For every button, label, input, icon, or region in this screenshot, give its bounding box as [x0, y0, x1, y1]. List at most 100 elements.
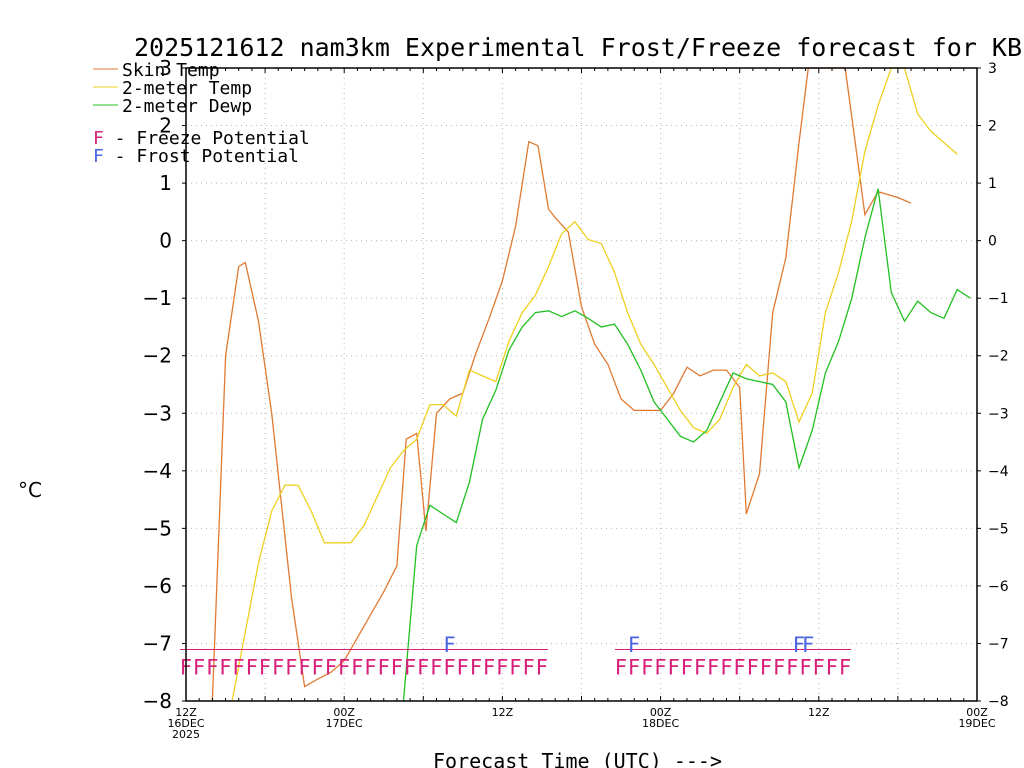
freeze-mark: F — [206, 655, 218, 679]
x-tick-label: 12Z — [175, 706, 197, 719]
x-tick-label: 16DEC — [167, 717, 204, 730]
freeze-mark: F — [523, 655, 535, 679]
frost-mark: F — [802, 633, 814, 657]
freeze-mark: F — [285, 655, 297, 679]
series-line-2-meter-temp — [231, 67, 958, 702]
y-axis-label: °C — [18, 478, 42, 502]
y-tick-label-right: −6 — [988, 579, 1009, 595]
frost-mark: F — [628, 633, 640, 657]
y-tick-label-left: 3 — [159, 56, 172, 80]
x-tick-label: 19DEC — [958, 717, 995, 730]
freeze-mark: F — [681, 655, 693, 679]
freeze-mark: F — [628, 655, 640, 679]
freeze-mark: F — [299, 655, 311, 679]
freeze-mark: F — [365, 655, 377, 679]
freeze-mark: F — [813, 655, 825, 679]
freeze-mark: F — [615, 655, 627, 679]
freeze-mark: F — [193, 655, 205, 679]
x-tick-label: 2025 — [172, 728, 200, 741]
freeze-mark: F — [773, 655, 785, 679]
x-tick-label: 12Z — [492, 706, 514, 719]
freeze-mark: F — [496, 655, 508, 679]
legend: Skin Temp 2-meter Temp 2-meter Dewp F - … — [93, 60, 310, 167]
legend-label-2m-temp: 2-meter Temp — [122, 78, 252, 99]
freeze-mark: F — [457, 655, 469, 679]
y-tick-label-left: 1 — [159, 171, 172, 195]
freeze-mark: F — [800, 655, 812, 679]
freeze-mark: F — [444, 655, 456, 679]
y-tick-label-left: 0 — [159, 229, 172, 253]
plot-frame — [185, 67, 978, 702]
freeze-mark: F — [839, 655, 851, 679]
x-tick-label: 17DEC — [326, 717, 363, 730]
freeze-mark: F — [760, 655, 772, 679]
x-tick-label: 00Z — [650, 706, 672, 719]
legend-freeze-letter: F — [93, 128, 104, 149]
freeze-mark: F — [707, 655, 719, 679]
freeze-mark: F — [641, 655, 653, 679]
y-tick-label-right: −3 — [988, 406, 1009, 422]
frost-mark: F — [793, 633, 805, 657]
axes: 3 3 2 2 1 1 0 0 −1 −1 −2 −2 −3 −3 −4 −4 −5 −5 −6 −6 −7 −7 −8 −8… — [143, 56, 1009, 741]
freeze-mark: F — [483, 655, 495, 679]
series-group — [211, 67, 971, 702]
x-tick-label: 00Z — [333, 706, 355, 719]
x-tick-label: 12Z — [808, 706, 830, 719]
freeze-mark: F — [510, 655, 522, 679]
freeze-mark: F — [312, 655, 324, 679]
freeze-mark: F — [470, 655, 482, 679]
legend-frost: F - Frost Potential — [93, 146, 299, 167]
y-tick-label-right: −4 — [988, 464, 1009, 480]
freeze-mark: F — [536, 655, 548, 679]
freeze-mark: F — [246, 655, 258, 679]
y-tick-label-right: −1 — [988, 291, 1009, 307]
freeze-mark: F — [826, 655, 838, 679]
freeze-mark: F — [351, 655, 363, 679]
x-tick-label: 18DEC — [642, 717, 679, 730]
legend-freeze: F - Freeze Potential — [93, 128, 310, 149]
freeze-mark: F — [325, 655, 337, 679]
y-tick-label-right: 1 — [988, 176, 997, 192]
y-tick-label-left: −6 — [143, 574, 172, 598]
y-tick-label-left: −3 — [143, 401, 172, 425]
y-tick-label-left: −5 — [143, 516, 172, 540]
freeze-mark: F — [272, 655, 284, 679]
freeze-mark: F — [668, 655, 680, 679]
freeze-mark: F — [417, 655, 429, 679]
legend-frost-letter: F — [93, 146, 104, 167]
series-line-2-meter-dewp — [402, 188, 971, 702]
grid — [186, 68, 977, 701]
legend-freeze-text: - Freeze Potential — [104, 128, 310, 149]
frost-mark: F — [444, 633, 456, 657]
legend-label-skin-temp: Skin Temp — [122, 60, 220, 81]
y-tick-label-right: −2 — [988, 349, 1009, 365]
freeze-mark: F — [233, 655, 245, 679]
freeze-mark: F — [734, 655, 746, 679]
y-tick-label-left: −1 — [143, 286, 172, 310]
freeze-mark: F — [404, 655, 416, 679]
y-tick-label-right: 0 — [988, 234, 997, 250]
freeze-mark: F — [338, 655, 350, 679]
chart-title: 2025121612 nam3km Experimental Frost/Fre… — [134, 33, 1024, 62]
freeze-mark: F — [259, 655, 271, 679]
freeze-mark: F — [391, 655, 403, 679]
y-tick-label-left: −2 — [143, 344, 172, 368]
y-tick-label-right: −7 — [988, 636, 1009, 652]
freeze-mark: F — [378, 655, 390, 679]
x-tick-label: 00Z — [966, 706, 988, 719]
freeze-mark: F — [786, 655, 798, 679]
x-axis-label: Forecast Time (UTC) ---> — [433, 749, 722, 768]
legend-label-2m-dewp: 2-meter Dewp — [122, 96, 252, 117]
y-tick-label-right: −5 — [988, 521, 1009, 537]
y-tick-label-right: −8 — [988, 694, 1009, 710]
y-tick-label-left: 2 — [159, 114, 172, 138]
series-line-skin-temp — [211, 67, 912, 702]
y-tick-label-left: −8 — [143, 689, 172, 713]
legend-frost-text: - Frost Potential — [104, 146, 299, 167]
freeze-mark: F — [747, 655, 759, 679]
freeze-mark: F — [694, 655, 706, 679]
y-tick-label-left: −7 — [143, 631, 172, 655]
freeze-mark: F — [430, 655, 442, 679]
